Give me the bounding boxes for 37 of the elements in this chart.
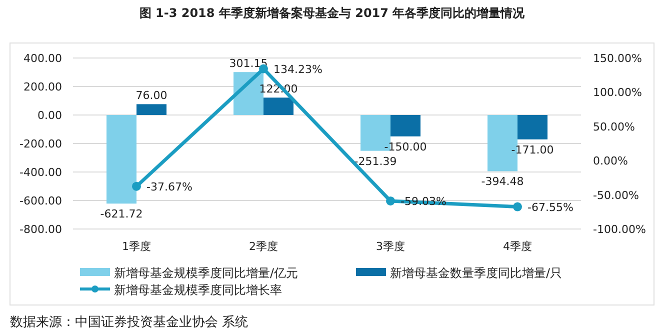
- point: [132, 182, 141, 191]
- bar: [390, 115, 420, 136]
- y-tick-label: -800.00: [20, 223, 62, 236]
- y-tick-label: 400.00: [24, 52, 62, 65]
- source-note: 数据来源：中国证券投资基金业协会 系统: [10, 315, 248, 330]
- y-tick-label: -600.00: [20, 194, 62, 208]
- bar: [518, 115, 548, 140]
- bar: [136, 104, 166, 115]
- point: [513, 202, 522, 212]
- y2-tick-label: 50.00%: [593, 120, 635, 134]
- x-tick-label: 4季度: [503, 240, 532, 253]
- y2-tick-label: 0.00%: [593, 154, 628, 168]
- legend-label: 新增母基金规模季度同比增长率: [114, 283, 282, 297]
- data-label: -67.55%: [528, 200, 574, 214]
- point: [386, 196, 395, 206]
- y-tick-label: 200.00: [24, 80, 62, 94]
- legend-label: 新增母基金数量季度同比增量/只: [390, 266, 562, 280]
- y2-tick-label: 150.00%: [593, 52, 642, 65]
- x-tick-label: 3季度: [376, 240, 405, 253]
- data-label: -37.67%: [146, 180, 192, 194]
- y2-tick-label: 100.00%: [593, 86, 642, 100]
- y-tick-label: 0.00: [38, 109, 62, 122]
- y-tick-label: -200.00: [20, 138, 62, 150]
- chart-title: 图 1-3 2018 年季度新增备案母基金与 2017 年各季度同比的增量情况: [139, 6, 526, 20]
- y2-tick-label: -50.00%: [593, 188, 639, 202]
- x-tick-label: 1季度: [122, 240, 151, 253]
- data-label: -621.72: [100, 208, 143, 221]
- legend-label: 新增母基金规模季度同比增量/亿元: [114, 266, 298, 280]
- y-tick-label: -400.00: [20, 166, 62, 179]
- data-label: -251.39: [354, 154, 397, 168]
- y2-tick-label: -100.00%: [593, 223, 646, 236]
- bar: [264, 98, 294, 115]
- data-label: 76.00: [136, 89, 168, 102]
- bar: [106, 115, 136, 204]
- data-label: -394.48: [481, 175, 524, 188]
- data-label: 134.23%: [274, 62, 322, 76]
- x-tick-label: 2季度: [249, 240, 278, 253]
